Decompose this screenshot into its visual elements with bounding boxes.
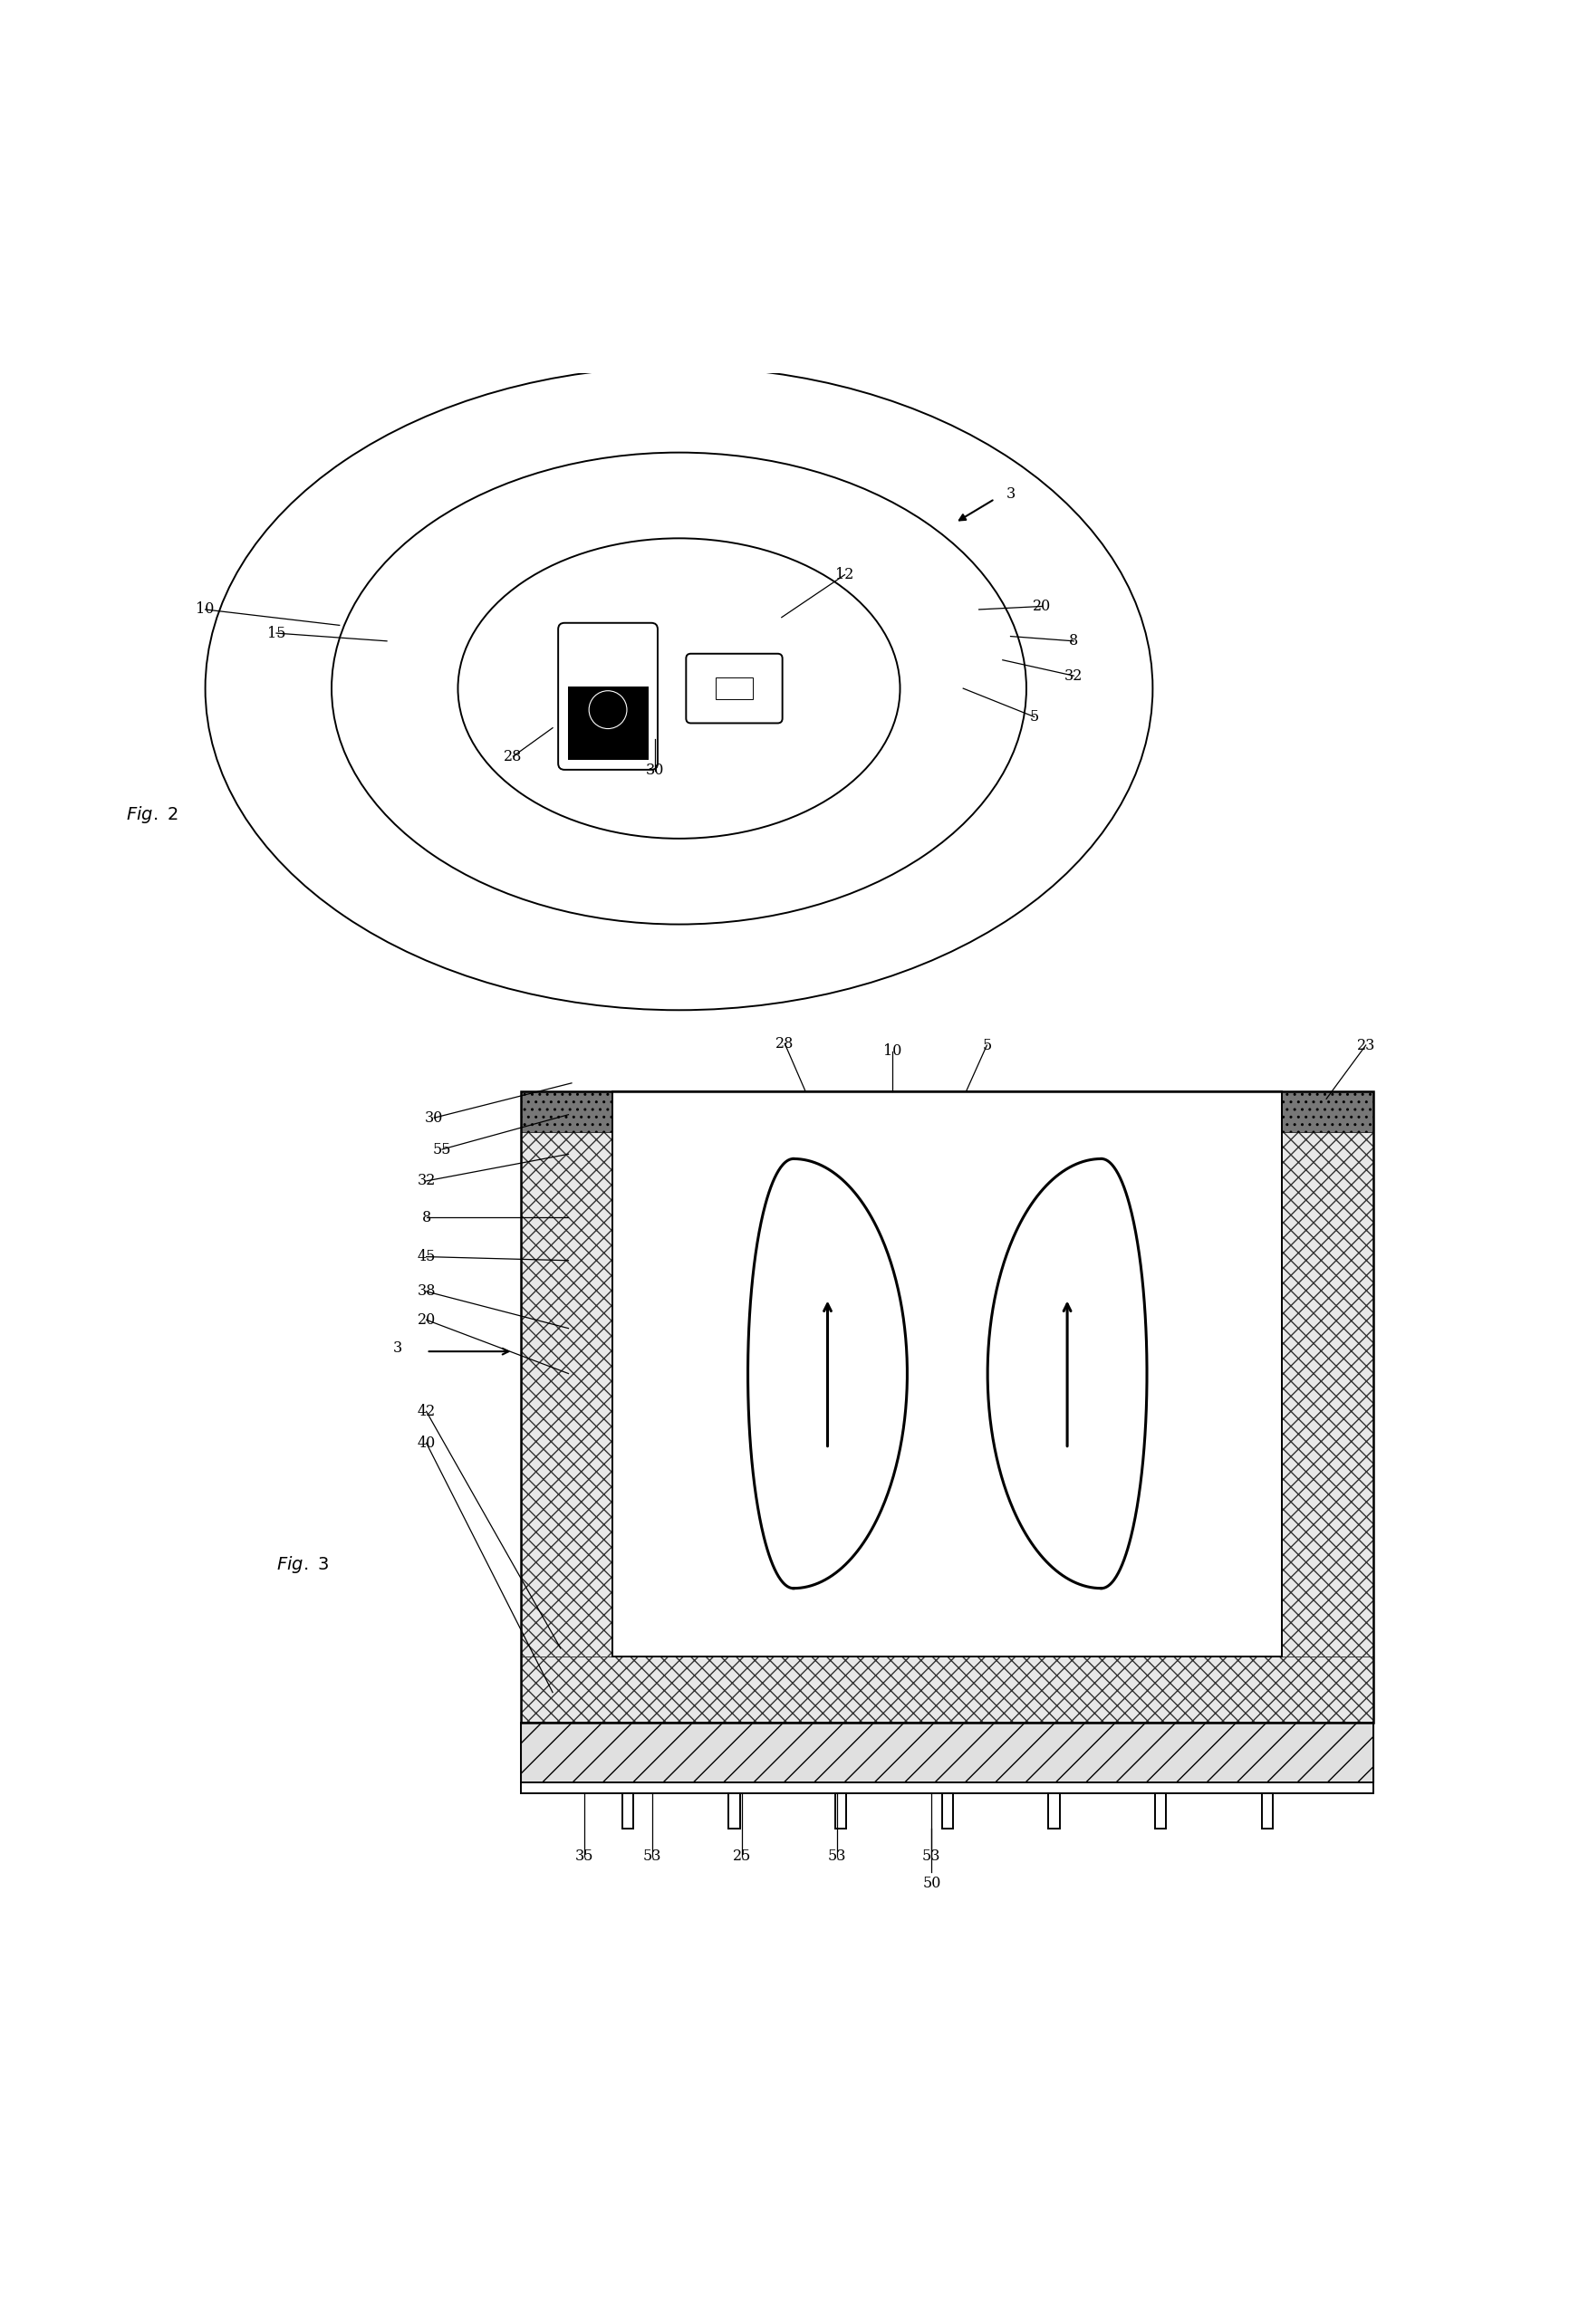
Ellipse shape	[458, 539, 900, 839]
Ellipse shape	[332, 453, 1026, 925]
Text: 8: 8	[1069, 634, 1078, 648]
Text: 38: 38	[417, 1283, 436, 1299]
Text: 5: 5	[1030, 709, 1039, 725]
Text: 53: 53	[643, 1850, 662, 1864]
Bar	[613, 1090, 1282, 1657]
Text: 30: 30	[425, 1111, 444, 1125]
Text: $\it{Fig.}$ $\it{3}$: $\it{Fig.}$ $\it{3}$	[276, 1555, 328, 1576]
Bar	[521, 1657, 1374, 1722]
Ellipse shape	[205, 367, 1153, 1011]
Text: 3: 3	[1006, 486, 1015, 502]
Text: 10: 10	[196, 602, 215, 618]
Text: $\it{Fig.}$ $\it{2}$: $\it{Fig.}$ $\it{2}$	[126, 804, 178, 825]
Text: 12: 12	[835, 567, 854, 583]
Text: 42: 42	[417, 1404, 436, 1420]
Text: 53: 53	[827, 1850, 846, 1864]
Text: 15: 15	[267, 625, 286, 641]
Bar	[1156, 1794, 1165, 1829]
Bar	[521, 1722, 1374, 1783]
Bar	[1282, 1090, 1374, 1132]
Bar	[622, 1794, 633, 1829]
Bar	[521, 1090, 613, 1657]
Bar	[521, 1090, 1374, 1722]
Text: 3: 3	[393, 1341, 403, 1355]
Bar	[521, 1722, 1374, 1783]
Text: 5: 5	[982, 1037, 992, 1053]
Text: 28: 28	[504, 748, 523, 765]
Text: 53: 53	[922, 1850, 941, 1864]
Bar	[728, 1794, 739, 1829]
Bar	[521, 1783, 1374, 1794]
Text: 50: 50	[922, 1875, 941, 1892]
Bar	[567, 686, 647, 760]
Bar	[1262, 1794, 1273, 1829]
FancyBboxPatch shape	[685, 653, 782, 723]
Text: 55: 55	[433, 1141, 452, 1157]
Bar	[521, 1090, 613, 1132]
Text: 35: 35	[575, 1850, 594, 1864]
Bar	[1048, 1794, 1060, 1829]
FancyBboxPatch shape	[557, 623, 657, 769]
Text: 10: 10	[883, 1043, 902, 1060]
Text: 30: 30	[646, 762, 665, 779]
Text: 45: 45	[417, 1248, 436, 1264]
Text: 40: 40	[417, 1436, 436, 1450]
Text: 32: 32	[1064, 667, 1083, 683]
Text: 28: 28	[775, 1037, 794, 1050]
Text: 8: 8	[422, 1208, 431, 1225]
Text: 25: 25	[733, 1850, 752, 1864]
Text: 20: 20	[1033, 600, 1052, 614]
Text: 20: 20	[417, 1313, 436, 1327]
Text: 32: 32	[417, 1174, 436, 1188]
Bar	[941, 1794, 954, 1829]
Bar	[1282, 1090, 1374, 1657]
Bar	[715, 676, 753, 700]
Text: 23: 23	[1356, 1037, 1375, 1053]
Bar	[835, 1794, 846, 1829]
